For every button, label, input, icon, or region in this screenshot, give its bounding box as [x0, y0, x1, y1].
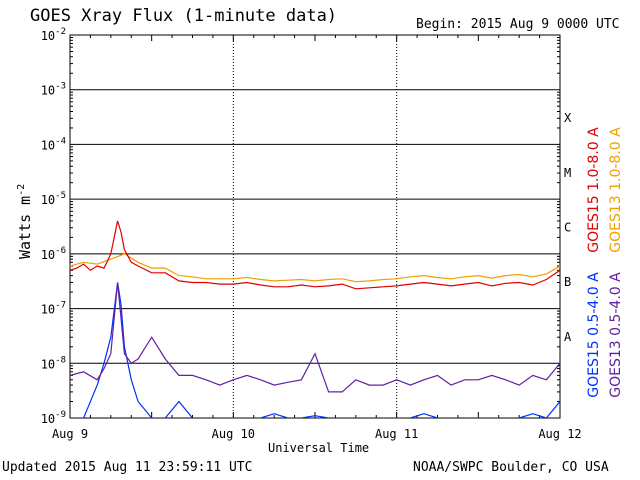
series-line-goes13-1-0-8-0-a	[70, 253, 560, 283]
legend-entry: GOES15 0.5-4.0 A	[586, 272, 602, 398]
y-tick-label: 10-4	[41, 136, 66, 152]
legend-entry: GOES15 1.0-8.0 A	[586, 127, 602, 253]
flare-class-label: M	[564, 166, 571, 180]
y-tick-label: 10-3	[41, 82, 66, 98]
y-tick-label: 10-9	[41, 410, 66, 426]
flare-class-label: X	[564, 111, 572, 125]
x-tick-label: Aug 11	[375, 427, 418, 441]
credit-text: NOAA/SWPC Boulder, CO USA	[413, 460, 609, 475]
y-tick-label: 10-6	[41, 246, 66, 262]
flare-class-label: A	[564, 330, 572, 344]
series-line-goes13-0-5-4-0-a	[70, 282, 560, 393]
x-tick-label: Aug 12	[538, 427, 581, 441]
legend-entry: GOES13 1.0-8.0 A	[608, 127, 624, 253]
series-line-goes15-0-5-4-0-a	[70, 282, 560, 418]
y-tick-label: 10-2	[41, 27, 66, 43]
plot-frame	[69, 34, 561, 419]
series-line-goes15-1-0-8-0-a	[70, 220, 560, 290]
legend-entry: GOES13 0.5-4.0 A	[608, 272, 624, 398]
flare-class-label: C	[564, 221, 571, 235]
y-tick-label: 10-5	[41, 191, 66, 207]
updated-timestamp: Updated 2015 Aug 11 23:59:11 UTC	[2, 460, 253, 475]
x-tick-label: Aug 9	[52, 427, 88, 441]
x-tick-label: Aug 10	[212, 427, 255, 441]
flare-class-label: B	[564, 275, 571, 289]
y-tick-label: 10-8	[41, 355, 66, 371]
chart-title: GOES Xray Flux (1-minute data)	[30, 6, 338, 26]
x-axis-label: Universal Time	[268, 441, 370, 455]
begin-time: Begin: 2015 Aug 9 0000 UTC	[416, 17, 620, 32]
y-tick-label: 10-7	[41, 301, 66, 317]
